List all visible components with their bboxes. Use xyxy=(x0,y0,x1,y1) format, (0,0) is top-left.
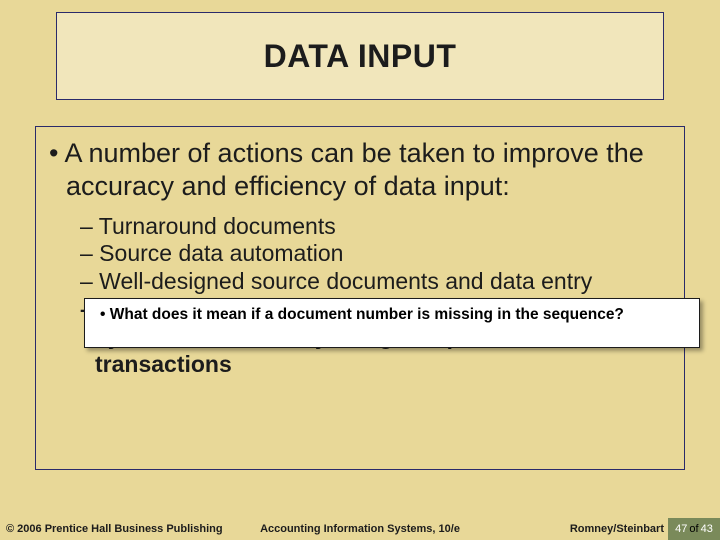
footer-authors: Romney/Steinbart xyxy=(570,523,664,535)
sub-item: – Turnaround documents xyxy=(95,213,674,241)
title-box: DATA INPUT xyxy=(56,12,664,100)
footer: © 2006 Prentice Hall Business Publishing… xyxy=(0,518,720,540)
page-of: of xyxy=(689,523,698,535)
overlay-callout: • What does it mean if a document number… xyxy=(84,298,700,348)
page-total: 43 xyxy=(701,523,713,535)
page-current: 47 xyxy=(675,523,687,535)
sub-list: – Turnaround documents – Source data aut… xyxy=(80,213,674,379)
main-bullet: • A number of actions can be taken to im… xyxy=(66,137,674,203)
sub-item: – Well-designed source documents and dat… xyxy=(95,268,674,296)
page-number-badge: 47 of 43 xyxy=(668,518,720,540)
sub-item: – Source data automation xyxy=(95,240,674,268)
slide-title: DATA INPUT xyxy=(264,38,457,75)
overlay-text: • What does it mean if a document number… xyxy=(115,305,691,325)
